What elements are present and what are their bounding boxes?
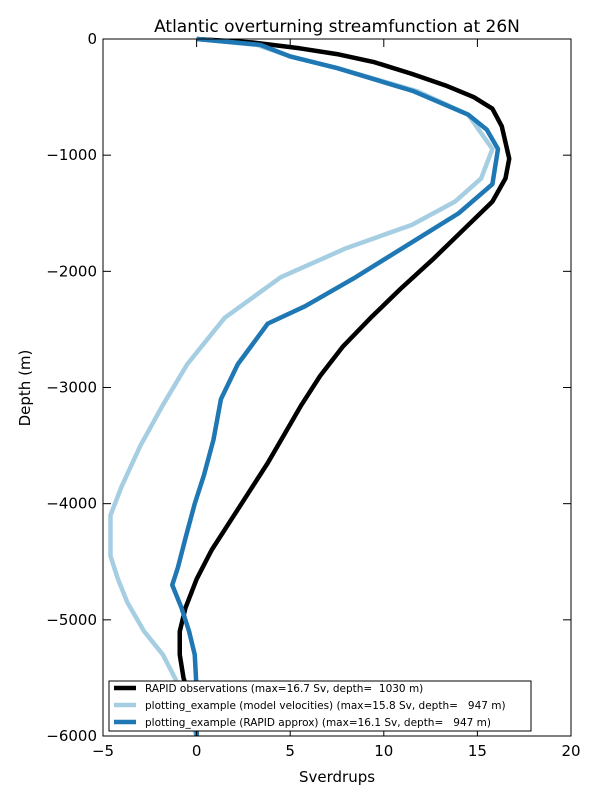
series-layer	[108, 36, 512, 737]
x-tick-label: 0	[192, 742, 202, 760]
legend-label-1: RAPID observations (max=16.7 Sv, depth= …	[145, 683, 423, 695]
x-tick-label: −5	[92, 742, 114, 760]
y-tick-label: 0	[87, 30, 97, 48]
chart-title: Atlantic overturning streamfunction at 2…	[154, 17, 520, 37]
y-tick-label: −3000	[46, 379, 97, 397]
series-line-3	[170, 36, 501, 736]
x-tick-label: 5	[285, 742, 295, 760]
series-line-2	[108, 36, 495, 737]
x-axis-label: Sverdrups	[299, 768, 375, 786]
y-tick-label: −1000	[46, 146, 97, 164]
y-tick-label: −2000	[46, 262, 97, 280]
y-axis-ticks: 0 −1000 −2000 −3000 −4000 −5000 −6000	[46, 30, 571, 745]
legend-label-2: plotting_example (model velocities) (max…	[145, 700, 506, 712]
y-tick-label: −4000	[46, 495, 97, 513]
y-tick-label: −5000	[46, 611, 97, 629]
x-tick-label: 20	[561, 742, 580, 760]
x-tick-label: 10	[374, 742, 393, 760]
legend: RAPID observations (max=16.7 Sv, depth= …	[108, 680, 532, 732]
y-axis-label: Depth (m)	[16, 350, 34, 427]
x-tick-label: 15	[468, 742, 487, 760]
y-tick-label: −6000	[46, 727, 97, 745]
legend-entries: RAPID observations (max=16.7 Sv, depth= …	[114, 683, 506, 729]
legend-label-3: plotting_example (RAPID approx) (max=16.…	[145, 717, 491, 729]
x-axis-ticks: −5 0 5 10 15 20	[92, 39, 581, 760]
series-line-1	[177, 36, 512, 736]
legend-box	[108, 680, 532, 732]
